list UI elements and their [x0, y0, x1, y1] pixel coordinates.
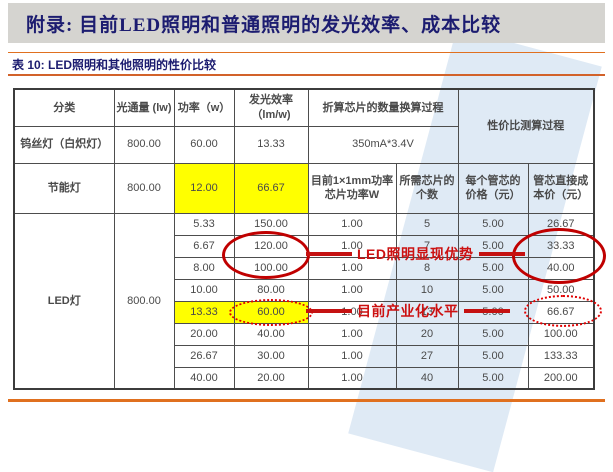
led-cost: 200.00 — [527, 366, 595, 390]
advantage-label: LED照明显现优势 — [357, 246, 474, 262]
subheader-chip-cost: 管芯直接成本价（元） — [527, 162, 595, 214]
led-chip-count: 27 — [395, 344, 459, 368]
title-bar: 附录: 目前LED照明和普通照明的发光效率、成本比较 — [8, 3, 605, 43]
caption-rule-top — [8, 52, 605, 53]
incandescent-label: 钨丝灯（白炽灯） — [13, 125, 115, 164]
industry-label: 目前产业化水平 — [357, 303, 459, 319]
led-power: 10.00 — [173, 278, 235, 302]
cfl-efficiency: 66.67 — [233, 162, 309, 214]
page-title: 附录: 目前LED照明和普通照明的发光效率、成本比较 — [26, 14, 502, 36]
led-row: 10.00 80.00 1.00 10 5.00 50.00 — [14, 278, 595, 302]
led-chip-price: 5.00 — [457, 278, 529, 302]
led-chip-power: 1.00 — [307, 212, 397, 236]
header-power: 功率（w） — [173, 88, 235, 127]
led-row: 40.00 20.00 1.00 40 5.00 200.00 — [14, 366, 595, 390]
incandescent-flux: 800.00 — [113, 125, 175, 164]
led-chip-power: 1.00 — [307, 322, 397, 346]
led-efficiency: 40.00 — [233, 322, 309, 346]
led-chip-price: 5.00 — [457, 234, 529, 258]
cfl-flux: 800.00 — [113, 162, 175, 214]
cfl-power: 12.00 — [173, 162, 235, 214]
advantage-callout: LED照明显现优势 — [306, 244, 525, 264]
advantage-cost-circle — [512, 228, 606, 284]
footer-rule — [8, 399, 605, 402]
led-power: 40.00 — [173, 366, 235, 390]
caption-rule-bottom — [8, 74, 605, 76]
led-flux: 800.00 — [113, 212, 175, 390]
led-chip-count: 20 — [395, 322, 459, 346]
callout-line-left — [306, 252, 352, 256]
led-chip-price: 5.00 — [457, 212, 529, 236]
led-power: 26.67 — [173, 344, 235, 368]
led-cost: 133.33 — [527, 344, 595, 368]
header-chip-conversion: 折算芯片的数量换算过程 — [307, 88, 459, 127]
led-chip-price: 5.00 — [457, 322, 529, 346]
header-efficiency: 发光效率（lm/w) — [233, 88, 309, 127]
header-category: 分类 — [13, 88, 115, 127]
led-chip-count: 40 — [395, 366, 459, 390]
led-row: 20.00 40.00 1.00 20 5.00 100.00 — [14, 322, 595, 346]
led-chip-power: 1.00 — [307, 256, 397, 280]
led-chip-power: 1.00 — [307, 344, 397, 368]
led-row: 26.67 30.00 1.00 27 5.00 133.33 — [14, 344, 595, 368]
led-chip-price: 5.00 — [457, 344, 529, 368]
led-chip-count: 5 — [395, 212, 459, 236]
cfl-label: 节能灯 — [13, 162, 115, 214]
incandescent-power: 60.00 — [173, 125, 235, 164]
industry-efficiency-circle — [229, 299, 313, 326]
callout-line-right — [478, 252, 525, 256]
cfl-row: 节能灯 800.00 12.00 66.67 目前1×1mm功率芯片功率W 所需… — [13, 162, 595, 214]
led-power: 13.33 — [173, 300, 235, 324]
incandescent-efficiency: 13.33 — [233, 125, 309, 164]
callout-line-left — [306, 309, 352, 313]
led-row: LED灯 800.00 5.33 150.00 1.00 5 5.00 26.6… — [13, 212, 595, 390]
comparison-table: 分类 光通量 (lw) 功率（w） 发光效率（lm/w) 折算芯片的数量换算过程… — [13, 88, 595, 390]
table-caption: 表 10: LED照明和其他照明的性价比较 — [12, 58, 217, 72]
led-chip-power: 1.00 — [307, 366, 397, 390]
subheader-chip-price: 每个管芯的价格（元） — [457, 162, 529, 214]
led-efficiency: 20.00 — [233, 366, 309, 390]
led-chip-count: 10 — [395, 278, 459, 302]
header-cost-performance: 性价比测算过程 — [457, 88, 595, 164]
subheader-chip-count: 所需芯片的个数 — [395, 162, 459, 214]
led-power: 5.33 — [173, 212, 235, 236]
header-luminous-flux: 光通量 (lw) — [113, 88, 175, 127]
incandescent-row: 钨丝灯（白炽灯） 800.00 60.00 13.33 350mA*3.4V — [13, 125, 594, 164]
led-power: 20.00 — [173, 322, 235, 346]
advantage-efficiency-circle — [222, 231, 310, 279]
incandescent-chip-spec: 350mA*3.4V — [307, 125, 459, 164]
led-chip-power: 1.00 — [307, 278, 397, 302]
led-efficiency: 30.00 — [233, 344, 309, 368]
callout-line-right — [463, 309, 510, 313]
led-efficiency: 80.00 — [233, 278, 309, 302]
industry-cost-circle — [524, 295, 602, 327]
header-row: 分类 光通量 (lw) 功率（w） 发光效率（lm/w) 折算芯片的数量换算过程… — [13, 88, 595, 164]
industry-callout: 目前产业化水平 — [306, 301, 510, 321]
subheader-chip-power: 目前1×1mm功率芯片功率W — [307, 162, 397, 214]
led-label: LED灯 — [13, 212, 115, 390]
led-chip-price: 5.00 — [457, 366, 529, 390]
